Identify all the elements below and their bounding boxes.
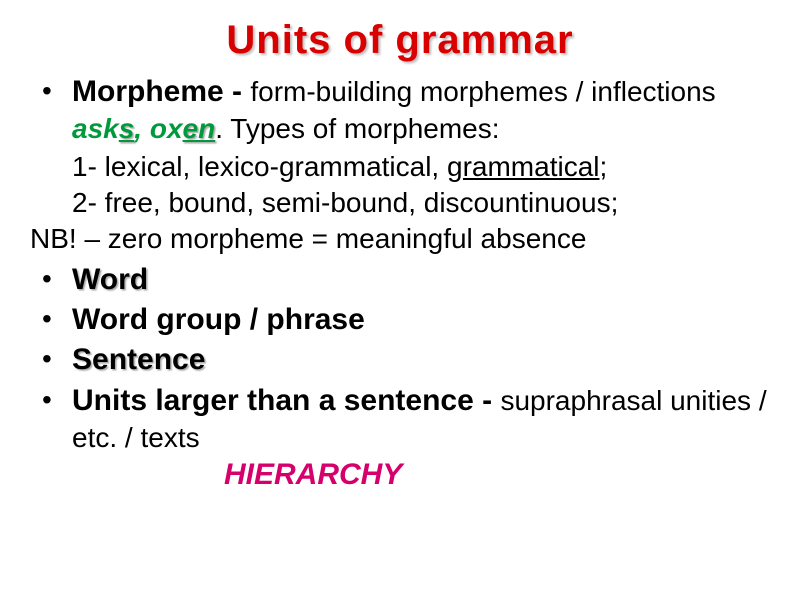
item-larger: Units larger than a sentence - supraphra… bbox=[24, 382, 776, 456]
example-oxen-root: ox bbox=[150, 113, 183, 144]
type1-post: ; bbox=[599, 151, 607, 182]
example-oxen-suffix: en bbox=[183, 113, 216, 144]
example-asks-root: ask bbox=[72, 113, 119, 144]
morpheme-type-line-2: 2- free, bound, semi-bound, discountinuo… bbox=[24, 185, 776, 221]
example-asks-suffix: s bbox=[119, 113, 135, 144]
morpheme-desc-post: . Types of morphemes: bbox=[215, 113, 499, 144]
type1-pre: 1- lexical, lexico-grammatical, bbox=[72, 151, 447, 182]
item-morpheme: Morpheme - form-building morphemes / inf… bbox=[24, 73, 776, 147]
term-phrase: Word group / phrase bbox=[72, 303, 365, 336]
morpheme-desc-pre: form-building morphemes / inflections bbox=[250, 76, 715, 107]
morpheme-type-line-1: 1- lexical, lexico-grammatical, grammati… bbox=[24, 149, 776, 185]
slide: Units of grammar Morpheme - form-buildin… bbox=[0, 0, 800, 600]
item-phrase: Word group / phrase bbox=[24, 301, 776, 339]
term-word: Word bbox=[72, 263, 148, 296]
term-larger: Units larger than a sentence - bbox=[72, 384, 500, 417]
bullet-list: Morpheme - form-building morphemes / inf… bbox=[24, 73, 776, 147]
bullet-list-2: Word Word group / phrase Sentence Units … bbox=[24, 261, 776, 456]
item-sentence: Sentence bbox=[24, 341, 776, 379]
hierarchy-label: HIERARCHY bbox=[24, 458, 776, 492]
example-separator: , bbox=[134, 113, 150, 144]
term-sentence: Sentence bbox=[72, 343, 205, 376]
item-word: Word bbox=[24, 261, 776, 299]
term-morpheme: Morpheme - bbox=[72, 75, 250, 108]
nb-line: NB! – zero morpheme = meaningful absence bbox=[24, 221, 776, 257]
slide-title: Units of grammar bbox=[24, 18, 776, 63]
type1-underline: grammatical bbox=[447, 151, 599, 182]
